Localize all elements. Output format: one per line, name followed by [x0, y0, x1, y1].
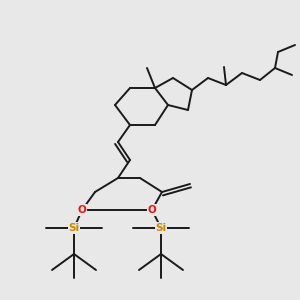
Text: Si: Si [155, 223, 167, 233]
Text: Si: Si [68, 223, 80, 233]
Text: O: O [148, 205, 156, 215]
Text: O: O [78, 205, 86, 215]
